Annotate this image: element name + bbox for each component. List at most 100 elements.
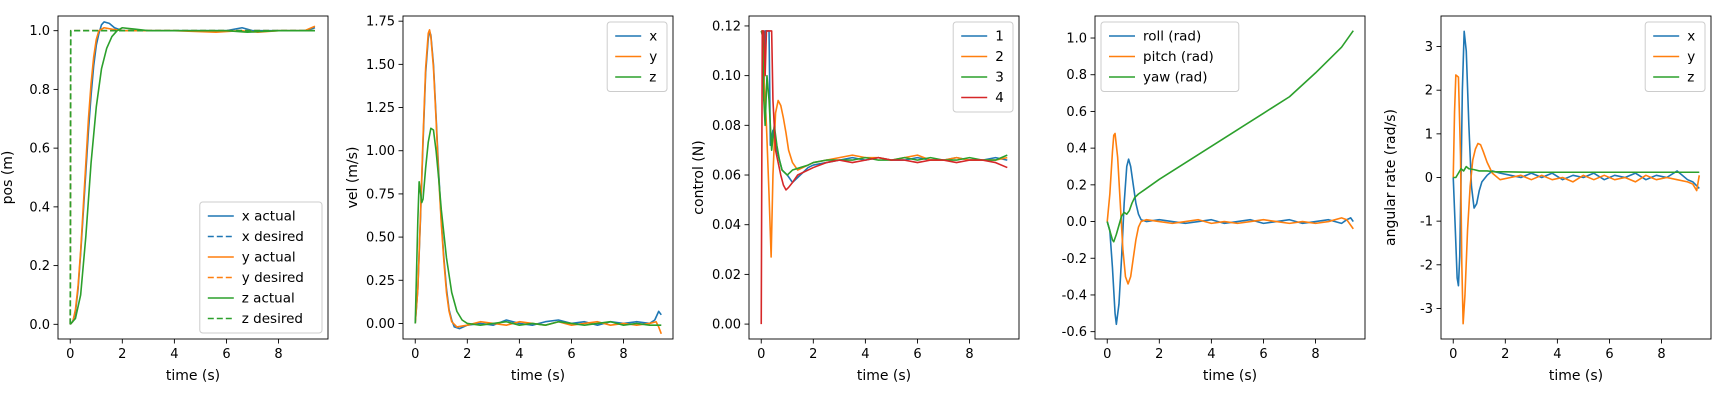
legend-label: roll (rad) xyxy=(1143,29,1201,45)
legend-label: y desired xyxy=(242,270,304,286)
y-tick-label: 0.25 xyxy=(366,274,395,289)
x-tick-label: 6 xyxy=(913,347,921,362)
y-tick-label: 1.75 xyxy=(366,15,395,30)
legend-label: x actual xyxy=(242,209,296,225)
x-tick-label: 2 xyxy=(118,347,126,362)
x-tick-label: 6 xyxy=(567,347,575,362)
legend-label: z xyxy=(1687,70,1694,86)
x-tick-label: 0 xyxy=(1103,347,1111,362)
y-tick-label: 1.0 xyxy=(29,24,50,39)
series-line-4 xyxy=(760,30,1008,325)
plot-frame xyxy=(748,15,1020,340)
y-tick-label: 0 xyxy=(1425,171,1433,186)
series-line-z xyxy=(1453,165,1700,179)
y-tick-label: 0.0 xyxy=(1066,215,1087,230)
x-tick-label: 8 xyxy=(619,347,627,362)
legend: xyz xyxy=(606,21,668,92)
y-tick-label: 0.0 xyxy=(29,318,50,333)
legend-label: y xyxy=(1687,49,1695,65)
chart-panel-1: 0 2 4 6 8 0.0 0.2 0.4 0.6 0.8 1.0 time (s) pos (m) x … xyxy=(0,15,329,384)
series-line-pitch-rad- xyxy=(1106,132,1354,285)
legend-label: z desired xyxy=(242,311,303,327)
y-tick-label: 0.8 xyxy=(29,83,50,98)
y-tick-label: 0.2 xyxy=(1066,178,1087,193)
x-axis-label: time (s) xyxy=(1549,368,1603,384)
x-tick-label: 6 xyxy=(222,347,230,362)
y-tick-label: 1.0 xyxy=(1066,32,1087,47)
x-tick-label: 4 xyxy=(861,347,869,362)
x-tick-label: 8 xyxy=(1311,347,1319,362)
series-line-z xyxy=(414,127,662,326)
y-tick-label: -2 xyxy=(1420,258,1433,273)
y-tick-label: 0.8 xyxy=(1066,68,1087,83)
y-tick-label: -3 xyxy=(1420,302,1433,317)
y-tick-label: -0.2 xyxy=(1062,252,1087,267)
y-tick-label: 0.10 xyxy=(712,69,741,84)
x-tick-label: 2 xyxy=(463,347,471,362)
y-axis-label: angular rate (rad/s) xyxy=(1383,109,1399,246)
y-axis-label: pos (m) xyxy=(0,151,16,205)
x-tick-label: 0 xyxy=(66,347,74,362)
series-line-z-desired xyxy=(69,29,315,325)
legend-label: yaw (rad) xyxy=(1143,70,1208,86)
y-tick-label: -0.4 xyxy=(1062,288,1087,303)
chart-panel-2: 0 2 4 6 8 0.00 0.25 0.50 0.75 1.00 1.25 1.50 1.75 tim… xyxy=(345,15,674,384)
y-tick-label: 0.02 xyxy=(712,268,741,283)
y-tick-label: -0.6 xyxy=(1062,325,1087,340)
legend-label: x xyxy=(649,29,657,45)
legend-label: y xyxy=(649,49,657,65)
x-tick-label: 2 xyxy=(1155,347,1163,362)
x-tick-label: 2 xyxy=(1501,347,1509,362)
x-tick-label: 6 xyxy=(1605,347,1613,362)
legend: 1 2 3 4 xyxy=(952,21,1014,113)
x-axis-label: time (s) xyxy=(857,368,911,384)
plot-frame xyxy=(57,15,329,340)
y-tick-label: 1 xyxy=(1425,127,1433,142)
y-tick-label: 0.4 xyxy=(29,200,50,215)
legend-box xyxy=(952,21,1014,113)
legend-label: x desired xyxy=(242,229,304,245)
y-tick-label: 0.2 xyxy=(29,259,50,274)
x-tick-label: 0 xyxy=(1449,347,1457,362)
legend: x actual x desired y actual y desired z actu… xyxy=(199,201,323,334)
y-tick-label: 3 xyxy=(1425,40,1433,55)
y-tick-label: 2 xyxy=(1425,84,1433,99)
legend: xyz xyxy=(1644,21,1706,92)
series-line-roll-rad- xyxy=(1106,158,1354,326)
x-tick-label: 6 xyxy=(1259,347,1267,362)
x-tick-label: 4 xyxy=(515,347,523,362)
legend-label: z xyxy=(649,70,656,86)
x-axis-label: time (s) xyxy=(166,368,220,384)
y-tick-label: 1.50 xyxy=(366,58,395,73)
x-axis-label: time (s) xyxy=(511,368,565,384)
y-tick-label: 0.50 xyxy=(366,231,395,246)
x-tick-label: 4 xyxy=(1207,347,1215,362)
y-tick-label: 0.75 xyxy=(366,187,395,202)
legend-box xyxy=(1100,21,1240,92)
series-line-y xyxy=(1452,74,1701,325)
legend-label: 2 xyxy=(995,49,1004,65)
y-tick-label: 1.00 xyxy=(366,144,395,159)
series-line-z-actual xyxy=(69,26,315,325)
x-tick-label: 8 xyxy=(1657,347,1665,362)
chart-panel-3: 0 2 4 6 8 0.00 0.02 0.04 0.06 0.08 0.10 0.12 time (s… xyxy=(691,15,1020,384)
x-tick-label: 8 xyxy=(965,347,973,362)
x-axis-label: time (s) xyxy=(1203,368,1257,384)
y-tick-label: 0.6 xyxy=(29,142,50,157)
x-tick-label: 4 xyxy=(170,347,178,362)
plot-frame xyxy=(1094,15,1366,340)
chart-panel-5: 0 2 4 6 8 -3 -2 -1 0 1 2 3 time (s) angular rate (rad… xyxy=(1383,15,1712,384)
y-tick-label: 1.25 xyxy=(366,101,395,116)
legend-label: pitch (rad) xyxy=(1143,49,1214,65)
x-tick-label: 2 xyxy=(809,347,817,362)
series-line-y xyxy=(414,29,663,335)
x-tick-label: 4 xyxy=(1553,347,1561,362)
y-tick-label: 0.4 xyxy=(1066,142,1087,157)
x-tick-label: 0 xyxy=(411,347,419,362)
y-axis-label: vel (m/s) xyxy=(345,147,361,209)
y-tick-label: 0.04 xyxy=(712,218,741,233)
legend-label: y actual xyxy=(242,250,296,266)
y-tick-label: 0.06 xyxy=(712,169,741,184)
y-tick-label: 0.6 xyxy=(1066,105,1087,120)
